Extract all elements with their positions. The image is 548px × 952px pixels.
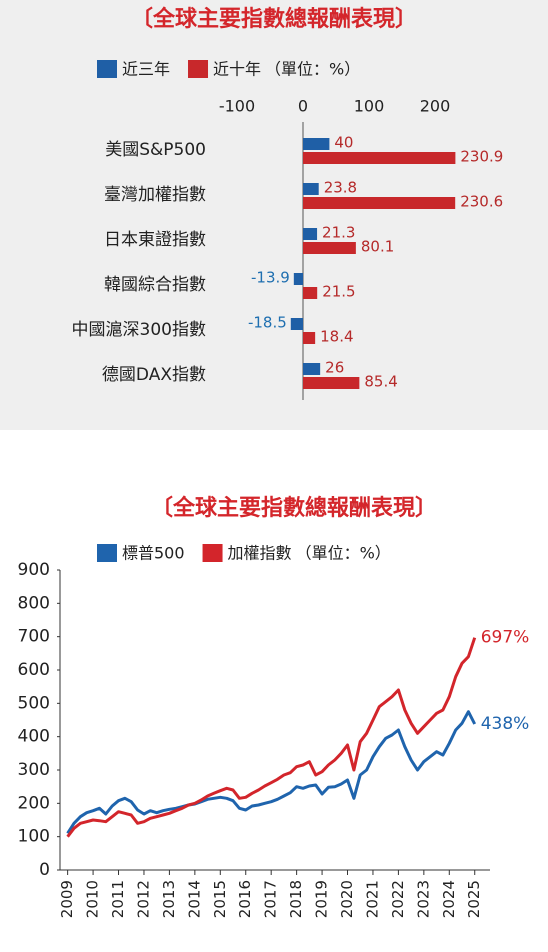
series-line: [66, 710, 477, 835]
bar: [303, 183, 319, 195]
x-tick-label: 2009: [58, 880, 76, 918]
series-line: [66, 637, 477, 838]
top-panel: [0, 0, 548, 430]
y-tick-label: 500: [18, 693, 50, 713]
category-label: 中國滬深300指數: [72, 320, 206, 340]
x-tick-label: 0: [298, 97, 308, 116]
value-label: 23.8: [324, 179, 357, 197]
x-tick-label: 2016: [236, 880, 254, 918]
bar: [303, 377, 360, 389]
legend-swatch: [202, 544, 223, 562]
chart-title: 〔全球主要指數總報酬表現〕: [151, 495, 437, 521]
x-tick-label: 2023: [414, 880, 432, 918]
y-tick-label: 800: [18, 593, 50, 613]
y-tick-label: 900: [18, 560, 50, 580]
y-tick-label: 400: [18, 727, 50, 747]
y-tick-label: 200: [18, 793, 50, 813]
legend-label: 加權指數: [228, 544, 292, 563]
value-label: -13.9: [251, 269, 290, 287]
category-label: 日本東證指數: [104, 230, 206, 250]
x-tick-label: 2024: [440, 880, 458, 918]
value-label: 40: [334, 134, 353, 152]
x-tick-label: 200: [420, 97, 451, 116]
y-tick-label: 100: [18, 827, 50, 847]
end-label: 697%: [481, 628, 530, 648]
value-label: -18.5: [248, 314, 287, 332]
x-tick-label: 2019: [313, 880, 331, 918]
x-tick-label: 2017: [262, 880, 280, 918]
end-label: 438%: [481, 714, 530, 734]
chart-title: 〔全球主要指數總報酬表現〕: [131, 6, 417, 32]
value-label: 21.3: [322, 224, 355, 242]
x-tick-label: 2022: [389, 880, 407, 918]
value-label: 230.6: [460, 193, 503, 211]
category-label: 臺灣加權指數: [104, 185, 206, 205]
y-tick-label: 0: [39, 860, 50, 880]
x-tick-label: 100: [354, 97, 385, 116]
legend-label: 近三年: [122, 60, 170, 79]
unit-label: （單位：%）: [296, 544, 391, 563]
x-tick-label: 2012: [134, 880, 152, 918]
value-label: 26: [325, 359, 344, 377]
legend-swatch: [97, 60, 117, 78]
legend-label: 標普500: [122, 544, 185, 563]
x-tick-label: 2021: [363, 880, 381, 918]
bar: [303, 138, 330, 150]
y-tick-label: 700: [18, 627, 50, 647]
bar: [303, 228, 318, 240]
x-tick-label: 2025: [465, 880, 483, 918]
legend-swatch: [97, 544, 117, 562]
bar: [303, 197, 456, 209]
bar: [303, 152, 456, 164]
value-label: 21.5: [322, 283, 355, 301]
bar: [293, 273, 303, 285]
unit-label: （單位：%）: [265, 60, 360, 79]
category-label: 德國DAX指數: [102, 365, 206, 385]
x-tick-label: 2018: [287, 880, 305, 918]
y-tick-label: 600: [18, 660, 50, 680]
bar: [303, 363, 321, 375]
value-label: 230.9: [460, 148, 503, 166]
value-label: 80.1: [361, 238, 394, 256]
legend-swatch: [188, 60, 209, 78]
value-label: 18.4: [320, 328, 353, 346]
bar: [303, 287, 318, 299]
x-tick-label: 2010: [84, 880, 102, 918]
category-label: 韓國綜合指數: [104, 275, 206, 295]
y-tick-label: 300: [18, 760, 50, 780]
x-tick-label: 2014: [185, 880, 203, 918]
x-tick-label: 2013: [160, 880, 178, 918]
category-label: 美國S&P500: [105, 140, 206, 160]
value-label: 85.4: [364, 373, 397, 391]
bar: [303, 242, 356, 254]
x-tick-label: 2011: [109, 880, 127, 918]
bar: [290, 318, 303, 330]
x-tick-label: 2015: [211, 880, 229, 918]
x-tick-label: 2020: [338, 880, 356, 918]
legend-label: 近十年: [213, 60, 261, 79]
x-tick-label: -100: [219, 97, 255, 116]
bar: [303, 332, 316, 344]
bottom-panel: [0, 430, 548, 952]
